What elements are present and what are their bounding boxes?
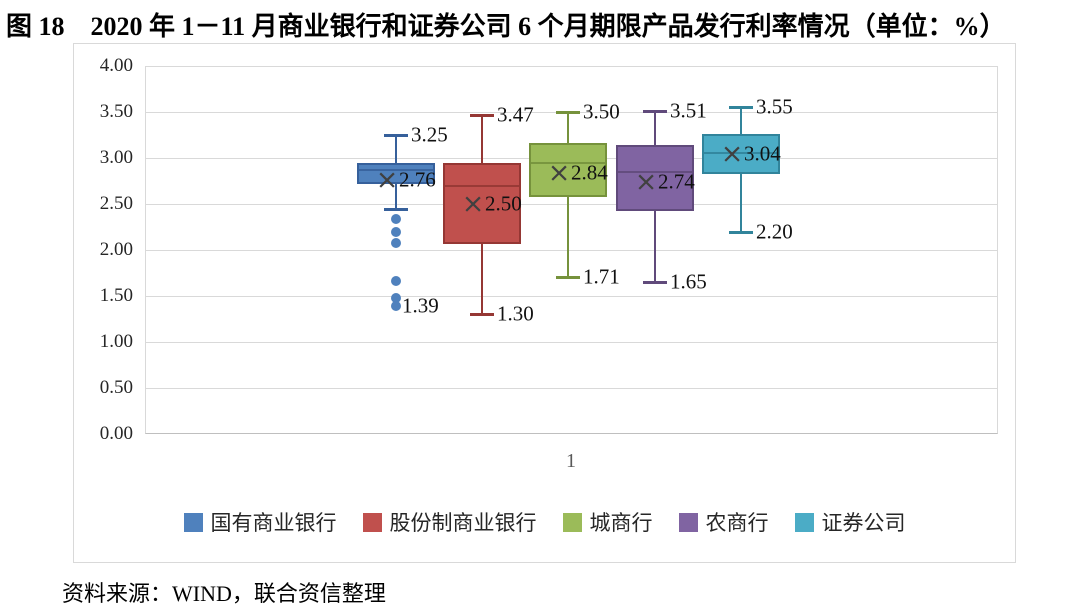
whisker-upper-line [481,114,483,163]
mean-marker: × [461,188,485,220]
legend: 国有商业银行 股份制商业银行 城商行 农商行 证券公司 [73,506,1016,538]
mean-value-label: 2.76 [399,167,436,192]
median-line [702,152,780,155]
outlier-dot [391,237,401,248]
source-note: 资料来源：WIND，联合资信整理 [62,581,386,606]
y-axis-tick-label: 3.00 [99,147,133,168]
legend-swatch-icon [183,512,203,532]
gridline [145,341,998,343]
whisker-upper-cap [729,106,753,110]
median-line [357,168,435,171]
outlier-dot [391,276,401,287]
whisker-lower-line [481,243,483,315]
whisker-upper-line [740,107,742,135]
median-line [529,161,607,164]
legend-swatch-icon [362,512,382,532]
mean-value-label: 3.04 [744,141,781,166]
low-value-label: 1.71 [583,264,620,289]
whisker-upper-cap [384,134,408,137]
whisker-high-label: 3.51 [670,98,707,123]
gridline [145,387,998,389]
outlier-dot [391,213,401,224]
gridline [145,295,998,297]
median-line [616,170,694,173]
y-axis-tick-label: 0.50 [99,377,133,398]
legend-swatch-icon [562,512,582,532]
legend-label: 农商行 [705,512,769,535]
whisker-upper-line [567,112,569,144]
box-2 [443,162,521,244]
legend-label: 证券公司 [821,512,906,535]
legend-label: 国有商业银行 [210,512,337,535]
whisker-lower-line [654,211,656,283]
legend-item-3: 城商行 [562,507,653,537]
whisker-lower-cap [384,207,408,211]
whisker-lower-line [395,183,397,209]
legend-label: 股份制商业银行 [389,512,537,535]
mean-marker: × [720,138,744,170]
legend-label: 城商行 [589,512,653,535]
y-axis-tick-label: 1.00 [99,331,133,352]
legend-item-5: 证券公司 [794,507,906,537]
whisker-high-label: 3.47 [497,102,534,127]
gridline [145,249,998,251]
whisker-high-label: 3.55 [756,94,793,119]
whisker-high-label: 3.50 [583,99,620,124]
y-axis-tick-label: 4.00 [99,55,133,76]
mean-value-label: 2.50 [485,191,522,216]
y-axis-tick-label: 1.50 [99,285,133,306]
whisker-lower-line [740,173,742,232]
legend-item-4: 农商行 [678,507,769,537]
legend-swatch-icon [794,512,814,532]
gridline [145,203,998,205]
whisker-upper-cap [643,110,667,114]
mean-value-label: 2.84 [571,160,608,185]
legend-swatch-icon [678,512,698,532]
whisker-lower-cap [470,313,494,317]
x-axis-tick-label: 1 [566,450,576,472]
mean-value-label: 2.74 [658,169,695,194]
median-line [443,184,521,187]
chart-frame [73,43,1016,563]
y-axis-tick-label: 2.00 [99,239,133,260]
mean-marker: × [547,157,571,189]
y-axis-tick-label: 3.50 [99,101,133,122]
box-1 [357,162,435,184]
chart-title: 图 18 2020 年 1－11 月商业银行和证券公司 6 个月期限产品发行利率… [6,12,1006,41]
whisker-lower-cap [729,230,753,234]
y-axis-tick-label: 0.00 [99,423,133,444]
box-4 [616,145,694,212]
outlier-dot [391,226,401,237]
whisker-upper-cap [470,113,494,117]
legend-item-1: 国有商业银行 [183,507,337,537]
whisker-upper-line [654,111,656,146]
box-3 [529,143,607,197]
whisker-upper-cap [556,111,580,114]
low-value-label: 1.65 [670,269,707,294]
whisker-lower-cap [556,275,580,279]
outlier-dot [391,301,401,312]
mean-marker: × [634,166,658,198]
legend-item-2: 股份制商业银行 [362,507,537,537]
whisker-lower-line [567,196,569,277]
low-value-label: 2.20 [756,219,793,244]
outlier-dot [391,292,401,303]
whisker-upper-line [395,135,397,163]
whisker-high-label: 3.25 [411,122,448,147]
low-value-label: 1.30 [497,301,534,326]
low-value-label: 1.39 [402,293,439,318]
y-axis-tick-label: 2.50 [99,193,133,214]
whisker-lower-cap [643,281,667,285]
mean-marker: × [375,164,399,196]
